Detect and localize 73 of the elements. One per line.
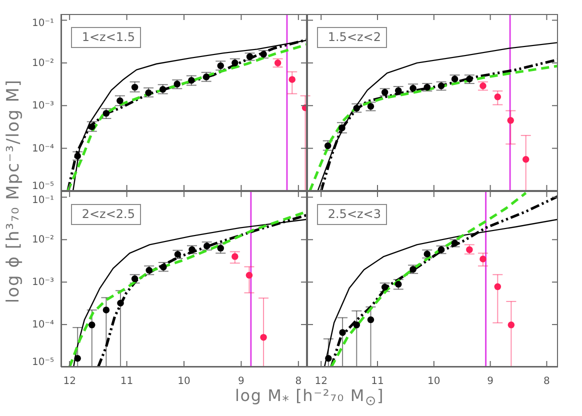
point bbox=[367, 316, 374, 324]
point bbox=[480, 82, 486, 90]
point bbox=[410, 84, 416, 92]
text: 1<z<1.5 bbox=[71, 27, 141, 48]
point bbox=[507, 117, 514, 124]
point bbox=[74, 152, 81, 160]
point bbox=[102, 306, 110, 314]
y-tick-label: 10⁻⁴ bbox=[32, 142, 54, 154]
point bbox=[325, 354, 332, 362]
point bbox=[260, 334, 267, 341]
point bbox=[288, 76, 296, 83]
point bbox=[466, 76, 473, 82]
point bbox=[146, 266, 152, 274]
y-tick-label: 10⁻⁵ bbox=[32, 356, 54, 368]
text: 2.5<z<3 bbox=[317, 204, 387, 225]
y-tick-label: 10⁻³ bbox=[32, 276, 54, 288]
y-tick-label: 10⁻² bbox=[32, 57, 54, 68]
x-tick-label: 10 bbox=[428, 376, 440, 386]
point bbox=[88, 322, 96, 328]
point bbox=[451, 76, 458, 82]
x-tick-label: 10 bbox=[178, 376, 190, 386]
point bbox=[232, 60, 238, 66]
y-tick-label: 10⁻² bbox=[32, 234, 54, 246]
point bbox=[174, 250, 182, 258]
x-tick-label: 8 bbox=[295, 376, 302, 386]
x-tick-label: 11 bbox=[120, 376, 134, 386]
point bbox=[204, 242, 210, 250]
point bbox=[508, 322, 515, 328]
point bbox=[480, 256, 486, 262]
y-axis-title: log ϕ [h³₇₀ Mpc⁻³/log M] bbox=[4, 78, 24, 303]
point bbox=[494, 283, 502, 290]
point bbox=[246, 272, 253, 279]
x-tick-label: 9 bbox=[487, 376, 494, 386]
point bbox=[232, 253, 238, 260]
point bbox=[522, 156, 530, 163]
point bbox=[339, 329, 346, 336]
x-tick-label: 11 bbox=[371, 376, 384, 386]
point bbox=[466, 246, 473, 254]
y-tick-label: 10⁻¹ bbox=[32, 18, 54, 29]
text: 2<z<2.5 bbox=[71, 204, 141, 225]
y-tick-label: 10⁻⁴ bbox=[32, 319, 54, 330]
x-tick-label: 12 bbox=[314, 376, 328, 386]
point bbox=[88, 123, 96, 130]
point bbox=[188, 77, 195, 84]
point bbox=[338, 124, 346, 132]
point bbox=[217, 244, 224, 252]
point bbox=[116, 97, 124, 104]
point bbox=[451, 240, 458, 246]
x-tick-label: 9 bbox=[238, 376, 244, 386]
text: 1.5<z<2 bbox=[317, 27, 387, 48]
point bbox=[394, 87, 402, 94]
point bbox=[424, 84, 431, 91]
point bbox=[145, 89, 152, 96]
y-tick-label: 10⁻³ bbox=[32, 100, 54, 112]
point bbox=[438, 246, 445, 254]
x-tick-label: 12 bbox=[63, 376, 76, 386]
point bbox=[217, 62, 224, 70]
point bbox=[246, 53, 254, 60]
x-tick-label: 8 bbox=[544, 376, 550, 386]
x-axis-title: log M$_{*}$ [h⁻²₇₀ M$_{⊙}$] bbox=[234, 386, 384, 410]
point bbox=[494, 94, 502, 100]
y-tick-label: 10⁻⁵ bbox=[32, 180, 54, 192]
point bbox=[424, 250, 431, 258]
point bbox=[117, 300, 124, 306]
point bbox=[260, 50, 267, 58]
point bbox=[353, 322, 360, 328]
y-tick-label: 10⁻¹ bbox=[32, 194, 54, 206]
point bbox=[74, 354, 81, 362]
point bbox=[381, 88, 388, 96]
point bbox=[188, 246, 196, 254]
point bbox=[410, 266, 416, 273]
point bbox=[160, 264, 167, 271]
point bbox=[131, 84, 138, 91]
